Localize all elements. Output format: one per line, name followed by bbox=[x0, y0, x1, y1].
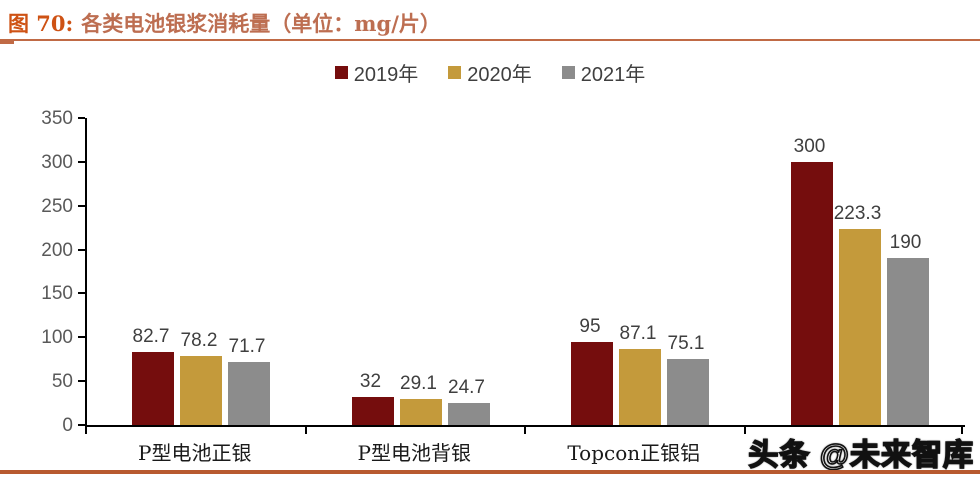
figure-title: 各类电池银浆消耗量（单位：mg/片） bbox=[81, 11, 441, 36]
category-label-1: P型电池正银 bbox=[138, 441, 252, 465]
y-tick-label: 100 bbox=[41, 327, 73, 349]
bar-value-label: 82.7 bbox=[132, 326, 170, 348]
legend-label: 2020年 bbox=[467, 64, 532, 86]
y-tick-label: 300 bbox=[41, 151, 73, 173]
bar-2020年-group3 bbox=[619, 348, 661, 425]
bar-2019年-group4 bbox=[790, 161, 833, 425]
x-tick-mark bbox=[85, 427, 87, 434]
y-tick-mark bbox=[78, 204, 85, 207]
legend-swatch-2019年 bbox=[334, 66, 348, 79]
bar-2019年-group2 bbox=[351, 396, 394, 425]
bar-2019年-group3 bbox=[571, 341, 613, 425]
bar-value-label: 190 bbox=[889, 232, 922, 254]
x-tick-mark bbox=[524, 427, 526, 434]
y-tick-mark bbox=[78, 160, 85, 163]
legend-label: 2019年 bbox=[353, 64, 419, 86]
legend-item-2019年: 2019年 bbox=[334, 58, 419, 87]
bar-2020年-group2 bbox=[399, 399, 442, 425]
x-tick-mark bbox=[743, 427, 746, 434]
y-tick-mark bbox=[78, 117, 85, 119]
category-label-2: P型电池背银 bbox=[357, 441, 471, 465]
bar-value-label: 95 bbox=[579, 315, 601, 337]
bar-2021年-group3 bbox=[667, 359, 709, 425]
figure-number: 图 70: bbox=[8, 11, 74, 36]
bar-value-label: 29.1 bbox=[400, 373, 437, 395]
chart-legend: 2019年 2020年 2021年 bbox=[0, 58, 980, 87]
y-tick-label: 350 bbox=[41, 108, 73, 129]
bar-2020年-group4 bbox=[838, 229, 881, 425]
legend-swatch-2020年 bbox=[448, 66, 462, 79]
bar-value-label: 24.7 bbox=[448, 377, 485, 399]
bar-2021年-group2 bbox=[447, 403, 490, 425]
x-tick-mark bbox=[304, 427, 307, 434]
bar-2021年-group1 bbox=[228, 362, 270, 425]
y-tick-label: 50 bbox=[51, 371, 73, 393]
bar-2019年-group1 bbox=[132, 352, 174, 425]
y-tick-label: 250 bbox=[41, 195, 73, 217]
category-label-3: Topcon正银铝 bbox=[567, 441, 701, 465]
bar-value-label: 223.3 bbox=[833, 203, 882, 225]
bar-2021年-group4 bbox=[886, 258, 929, 425]
bar-value-label: 71.7 bbox=[228, 336, 266, 358]
title-underline bbox=[0, 39, 980, 41]
y-tick-label: 0 bbox=[62, 415, 73, 436]
legend-item-2021年: 2021年 bbox=[561, 58, 646, 87]
legend-item-2020年: 2020年 bbox=[448, 58, 532, 87]
y-tick-mark bbox=[78, 424, 85, 426]
bar-value-label: 32 bbox=[359, 370, 382, 392]
bar-value-label: 78.2 bbox=[180, 330, 218, 352]
plot-area bbox=[85, 118, 965, 427]
y-tick-label: 150 bbox=[41, 283, 73, 305]
watermark: 头条 @未来智库 bbox=[748, 438, 974, 473]
bar-value-label: 300 bbox=[793, 135, 826, 157]
bar-value-label: 75.1 bbox=[667, 333, 705, 355]
page-title: 图 70: 各类电池银浆消耗量（单位：mg/片） bbox=[8, 8, 441, 38]
x-tick-mark bbox=[961, 427, 963, 434]
y-tick-mark bbox=[78, 292, 85, 295]
bar-2020年-group1 bbox=[180, 356, 222, 425]
y-tick-mark bbox=[78, 336, 85, 339]
y-tick-mark bbox=[78, 380, 85, 383]
y-tick-label: 200 bbox=[41, 239, 73, 261]
y-tick-mark bbox=[78, 248, 85, 251]
bar-value-label: 87.1 bbox=[619, 322, 657, 344]
title-underline-accent bbox=[0, 39, 14, 44]
legend-label: 2021年 bbox=[580, 64, 646, 86]
legend-swatch-2021年 bbox=[561, 66, 575, 79]
bottom-rule bbox=[0, 470, 980, 474]
